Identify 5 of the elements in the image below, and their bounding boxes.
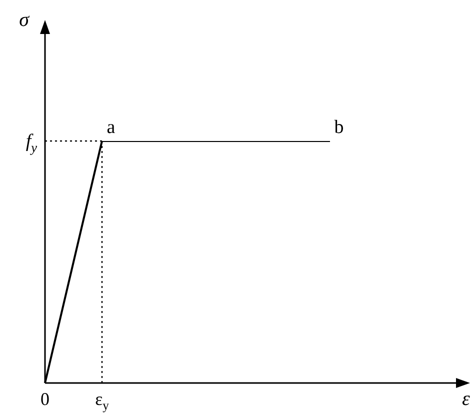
x-tick-label: 0 bbox=[40, 389, 50, 409]
x-axis-title: ε bbox=[462, 388, 470, 410]
annotation: a bbox=[106, 117, 116, 138]
text: b bbox=[334, 117, 344, 138]
text: σ bbox=[19, 9, 30, 31]
